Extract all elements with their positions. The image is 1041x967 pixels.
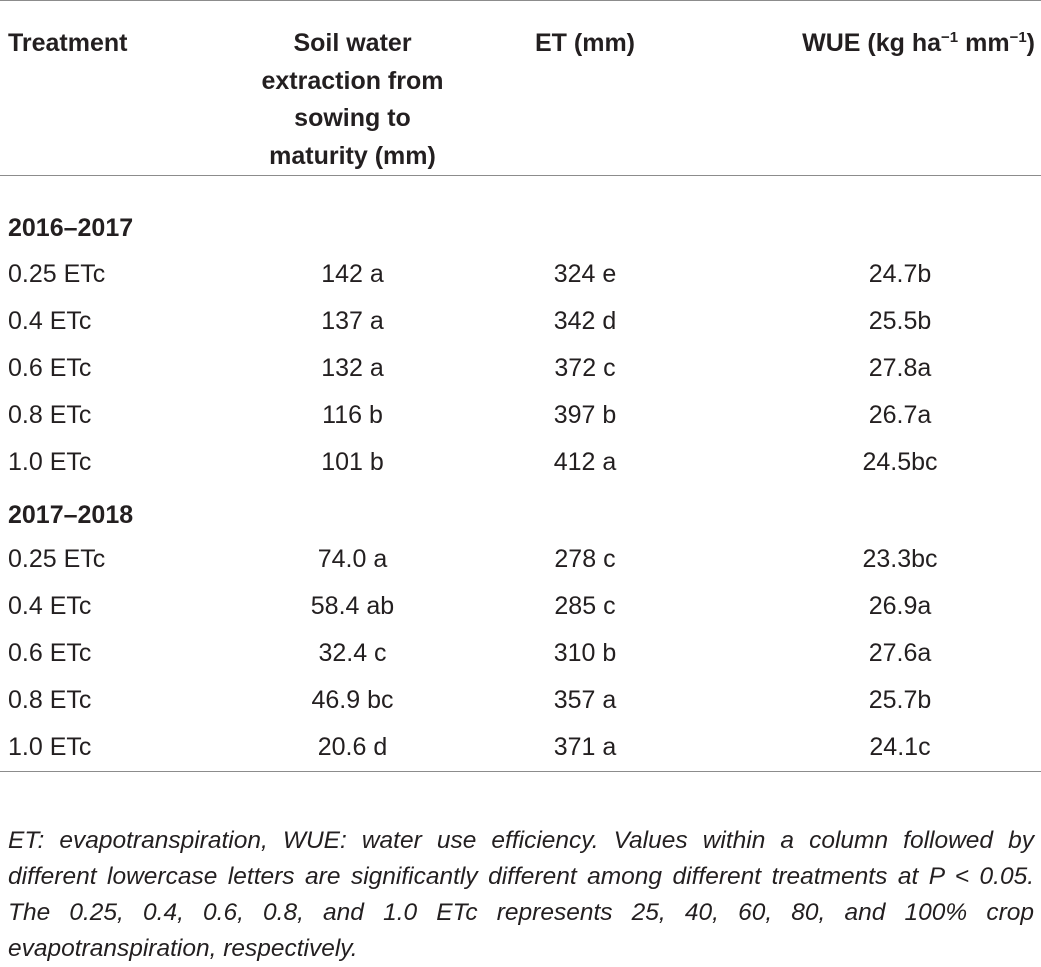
cell-wue: 24.5bc — [862, 448, 938, 476]
cell-soil-water-extraction: 101 b — [321, 448, 384, 476]
section-season-label: 2017–2018 — [8, 500, 134, 529]
cell-treatment: 0.8 ETc — [8, 401, 92, 429]
cell-treatment: 0.6 ETc — [8, 639, 92, 667]
cell-soil-water-extraction: 142 a — [321, 260, 384, 288]
table-row: 0.25 ETc 142 a 324 e 24.7b — [0, 251, 1041, 298]
cell-et: 357 a — [553, 686, 617, 714]
cell-wue: 26.7a — [868, 401, 932, 429]
cell-wue: 24.1c — [869, 732, 931, 761]
section-row: 2016–2017 — [0, 176, 1041, 251]
cell-wue: 27.6a — [868, 639, 932, 667]
table-row: 0.8 ETc 46.9 bc 357 a 25.7b — [0, 677, 1041, 724]
cell-treatment: 0.25 ETc — [8, 545, 106, 573]
table-row: 0.6 ETc 32.4 c 310 b 27.6a — [0, 630, 1041, 677]
header-wue-sup2: −1 — [1009, 29, 1027, 46]
cell-wue: 24.7b — [868, 260, 932, 288]
table-row: 0.8 ETc 116 b 397 b 26.7a — [0, 392, 1041, 439]
top-rule — [0, 0, 1041, 1]
cell-soil-water-extraction: 74.0 a — [317, 545, 388, 573]
cell-treatment: 1.0 ETc — [8, 732, 92, 761]
cell-et: 371 a — [553, 732, 617, 761]
table-footnote: ET: evapotranspiration, WUE: water use e… — [8, 826, 1034, 962]
cell-soil-water-extraction: 132 a — [321, 354, 384, 382]
cell-wue: 25.5b — [868, 307, 932, 335]
cell-soil-water-extraction: 32.4 c — [318, 639, 387, 667]
cell-et: 278 c — [554, 545, 616, 573]
cell-soil-water-extraction: 137 a — [321, 307, 384, 335]
header-treatment: Treatment — [8, 29, 128, 57]
cell-wue: 23.3bc — [862, 545, 938, 573]
cell-wue: 25.7b — [868, 686, 932, 714]
cell-et: 412 a — [553, 448, 617, 476]
table-row: 0.4 ETc 137 a 342 d 25.5b — [0, 298, 1041, 345]
cell-et: 310 b — [553, 639, 617, 667]
header-wue-suffix: ) — [1026, 29, 1035, 57]
cell-soil-water-extraction: 58.4 ab — [310, 592, 395, 620]
cell-et: 372 c — [554, 354, 616, 382]
header-wue-prefix: WUE (kg ha — [802, 29, 942, 57]
bottom-rule — [0, 770, 1041, 772]
cell-soil-water-extraction: 116 b — [322, 401, 383, 429]
cell-treatment: 0.8 ETc — [8, 686, 92, 714]
header-wue-mid: mm — [958, 29, 1010, 57]
cell-treatment: 0.4 ETc — [8, 307, 92, 335]
table-row: 0.4 ETc 58.4 ab 285 c 26.9a — [0, 583, 1041, 630]
cell-et: 342 d — [553, 307, 617, 335]
header-et: ET (mm) — [535, 29, 635, 57]
table-row: 1.0 ETc 20.6 d 371 a 24.1c — [0, 724, 1041, 771]
header-soil-line3: sowing to — [294, 104, 411, 132]
header-row: Treatment Soil water extraction from sow… — [0, 1, 1041, 176]
cell-soil-water-extraction: 46.9 bc — [311, 686, 394, 714]
header-rule — [0, 175, 1041, 176]
cell-treatment: 0.4 ETc — [8, 592, 92, 620]
section-season-label: 2016–2017 — [8, 214, 134, 242]
cell-treatment: 0.25 ETc — [8, 260, 106, 288]
table-row: 1.0 ETc 101 b 412 a 24.5bc — [0, 439, 1041, 486]
section-row: 2017–2018 — [0, 486, 1041, 536]
cell-wue: 26.9a — [868, 592, 932, 620]
cell-et: 324 e — [553, 260, 617, 288]
cell-wue: 27.8a — [868, 354, 932, 382]
table-row: 0.6 ETc 132 a 372 c 27.8a — [0, 345, 1041, 392]
cell-et: 285 c — [554, 592, 616, 620]
table-row: 0.25 ETc 74.0 a 278 c 23.3bc — [0, 536, 1041, 583]
data-table: Treatment Soil water extraction from sow… — [0, 0, 1041, 772]
cell-treatment: 0.6 ETc — [8, 354, 92, 382]
header-soil-line4: maturity (mm) — [269, 141, 436, 170]
cell-soil-water-extraction: 20.6 d — [317, 732, 388, 761]
header-soil-water-extraction: Soil water extraction from sowing to mat… — [228, 1, 471, 176]
header-soil-line1: Soil water — [293, 29, 412, 57]
header-soil-line2: extraction from — [261, 66, 444, 95]
header-wue: WUE (kg ha−1 mm−1) — [699, 1, 1041, 176]
cell-treatment: 1.0 ETc — [8, 448, 92, 476]
cell-et: 397 b — [553, 401, 617, 429]
header-wue-sup1: −1 — [941, 29, 959, 46]
